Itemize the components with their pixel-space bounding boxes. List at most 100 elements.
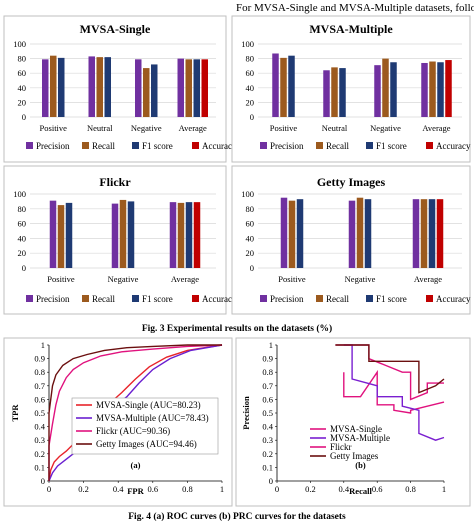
bar xyxy=(280,57,287,117)
bar xyxy=(96,57,103,117)
legend-swatch xyxy=(26,295,33,302)
bar xyxy=(374,65,381,117)
x-tick-label: 0.6 xyxy=(147,484,158,494)
x-tick-label: 0.4 xyxy=(338,484,349,494)
legend-label: Recall xyxy=(92,141,115,151)
y-tick-label: 100 xyxy=(13,39,26,49)
y-tick-label: 1 xyxy=(269,340,273,350)
bar xyxy=(50,55,57,117)
x-tick-label: 1 xyxy=(220,484,224,494)
y-tick-label: 60 xyxy=(18,219,27,229)
legend-swatch xyxy=(26,142,33,149)
x-tick-label: Positive xyxy=(278,274,306,284)
legend-label: F1 score xyxy=(142,294,173,304)
bar xyxy=(169,202,177,268)
bar xyxy=(339,68,346,117)
bar xyxy=(296,199,304,268)
y-tick-label: 60 xyxy=(18,68,27,78)
legend-swatch xyxy=(316,142,323,149)
x-axis-label: FPR xyxy=(127,486,144,496)
x-tick-label: Negative xyxy=(108,274,139,284)
legend-swatch xyxy=(132,295,139,302)
y-tick-label: 40 xyxy=(246,233,255,243)
bar xyxy=(201,59,208,117)
y-tick-label: 0.7 xyxy=(34,381,45,391)
bar xyxy=(412,199,420,268)
y-tick-label: 0 xyxy=(22,263,26,273)
legend-label: MVSA-Single (AUC=80.23) xyxy=(96,400,201,410)
header-text: For MVSA-Single and MVSA-Multiple datase… xyxy=(236,2,474,14)
bar xyxy=(119,199,127,268)
x-tick-label: Positive xyxy=(270,123,298,133)
series-line xyxy=(343,344,445,441)
x-axis-label: Recall xyxy=(349,486,372,496)
y-tick-label: 40 xyxy=(18,83,27,93)
y-tick-label: 100 xyxy=(13,189,26,199)
bar xyxy=(143,68,150,117)
bar xyxy=(382,58,389,117)
legend-label: Getty Images xyxy=(330,451,379,461)
legend-label: Flickr xyxy=(330,442,352,452)
panel-label: (a) xyxy=(131,460,141,470)
y-tick-label: 60 xyxy=(246,219,255,229)
legend-label: Accuracy xyxy=(202,294,237,304)
bar xyxy=(437,62,444,117)
x-tick-label: Negative xyxy=(345,274,376,284)
legend-label: F1 score xyxy=(376,294,407,304)
chart-title: MVSA-Single xyxy=(80,22,151,36)
y-tick-label: 20 xyxy=(246,248,255,258)
bar xyxy=(185,202,193,268)
bar xyxy=(42,59,49,117)
legend-swatch xyxy=(260,295,267,302)
legend-swatch xyxy=(82,295,89,302)
y-tick-label: 0.3 xyxy=(262,435,273,445)
y-tick-label: 0.8 xyxy=(34,367,45,377)
legend-label: Precision xyxy=(270,141,304,151)
bar xyxy=(421,62,428,117)
y-tick-label: 0 xyxy=(250,112,254,122)
bar xyxy=(288,200,296,268)
bar-chart-panel: Flickr 0 20 40 60 80 100 Positive Negative Averag… xyxy=(3,165,237,315)
bar xyxy=(364,199,372,268)
x-tick-label: 0.8 xyxy=(182,484,193,494)
y-tick-label: 60 xyxy=(246,68,255,78)
bar-chart-panel: Getty Images 0 20 40 60 80 100 Positive Negative… xyxy=(231,165,471,315)
roc-panel: 0 0.1 0.2 0.3 0.4 0.5 0.6 0.7 0.8 0.9 1 0 0.2 0.4 0.6 0… xyxy=(3,337,233,507)
x-tick-label: Negative xyxy=(370,123,401,133)
bar xyxy=(104,57,111,117)
y-tick-label: 80 xyxy=(18,204,27,214)
x-tick-label: Negative xyxy=(131,123,162,133)
bar xyxy=(420,199,428,268)
bar xyxy=(390,62,397,117)
y-tick-label: 20 xyxy=(18,248,27,258)
y-tick-label: 0.7 xyxy=(262,381,273,391)
legend-label: Accuracy xyxy=(436,294,471,304)
y-tick-label: 100 xyxy=(241,189,254,199)
y-tick-label: 0.1 xyxy=(262,462,273,472)
bar xyxy=(193,202,201,268)
y-tick-label: 0.4 xyxy=(262,422,273,432)
legend-label: Recall xyxy=(326,141,349,151)
y-tick-label: 0.6 xyxy=(262,394,273,404)
prc-panel: 0 0.1 0.2 0.3 0.4 0.5 0.6 0.7 0.8 0.9 1 0 0.2 0.4 0.6 0… xyxy=(235,337,471,507)
bar-chart-panel: MVSA-Single 0 20 40 60 80 100 Positive Neutral Ne… xyxy=(3,15,237,163)
bar xyxy=(49,200,57,268)
y-tick-label: 100 xyxy=(241,39,254,49)
x-tick-label: Average xyxy=(179,123,207,133)
y-tick-label: 0.8 xyxy=(262,367,273,377)
y-tick-label: 20 xyxy=(18,97,27,107)
x-tick-label: 0 xyxy=(275,484,279,494)
legend-swatch xyxy=(366,295,373,302)
y-tick-label: 0.5 xyxy=(262,408,273,418)
legend-label: Accuracy xyxy=(202,141,237,151)
legend-label: Precision xyxy=(270,294,304,304)
legend-swatch xyxy=(366,142,373,149)
series-line xyxy=(48,344,223,481)
bar-chart-panel: MVSA-Multiple 0 20 40 60 80 100 Positive Neutral… xyxy=(231,15,471,163)
y-tick-label: 0 xyxy=(250,263,254,273)
bar xyxy=(428,199,436,268)
legend-swatch xyxy=(316,295,323,302)
bar xyxy=(348,200,356,268)
y-tick-label: 40 xyxy=(246,83,255,93)
